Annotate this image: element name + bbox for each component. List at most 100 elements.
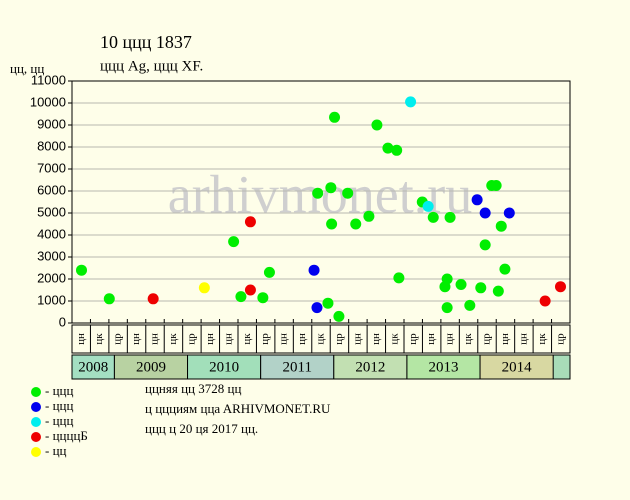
y-tick-label: 7000	[37, 160, 66, 175]
legend-marker	[31, 447, 41, 457]
y-tick-label: 0	[59, 314, 66, 329]
note: ццц ц 20 ця 2017 цц.	[145, 421, 258, 436]
y-tick-label: 2000	[37, 270, 66, 285]
period-label: цн	[222, 333, 234, 345]
period-label: цн	[296, 333, 308, 345]
point	[228, 236, 240, 248]
point	[492, 285, 504, 297]
period-label: цк	[462, 333, 474, 345]
point	[263, 266, 275, 278]
point	[464, 299, 476, 311]
chart-title: 10 ццц 1837	[100, 32, 192, 52]
legend-label: - ццц	[45, 383, 73, 398]
y-tick-label: 10000	[30, 94, 66, 109]
plot-frame	[71, 80, 571, 324]
point	[490, 180, 502, 191]
y-tick-label: 3000	[37, 248, 66, 263]
period-label: цн	[425, 333, 437, 345]
period-label: цк	[315, 333, 327, 345]
point	[471, 194, 483, 206]
plot-area	[72, 81, 570, 323]
period-label: цр	[481, 333, 493, 345]
year-label: 2011	[283, 359, 312, 375]
period-label: цн	[149, 333, 161, 345]
period-label: цн	[204, 333, 216, 345]
period-label: цн	[499, 333, 511, 345]
point	[495, 220, 507, 232]
period-row	[71, 324, 571, 354]
point	[363, 210, 375, 222]
point	[539, 295, 551, 307]
point	[326, 218, 338, 230]
year-band	[333, 354, 408, 380]
period-label: цр	[407, 333, 419, 345]
point	[479, 239, 491, 251]
period-label: цр	[112, 333, 124, 345]
point	[322, 297, 334, 309]
y-tick-label: 4000	[37, 226, 66, 241]
period-label: цк	[388, 333, 400, 345]
year-label: 2010	[209, 359, 239, 375]
point	[393, 272, 405, 284]
point	[405, 96, 417, 108]
year-band	[187, 354, 262, 380]
point	[333, 310, 345, 322]
legend-label: - ццц	[45, 413, 73, 428]
point	[391, 144, 403, 156]
y-tick-label: 5000	[37, 204, 66, 219]
point	[350, 218, 362, 230]
y-tick-label: 11000	[31, 72, 66, 87]
y-tick-label: 9000	[37, 116, 66, 131]
point	[329, 111, 341, 123]
year-label: 2012	[355, 359, 385, 375]
point	[371, 119, 383, 131]
point	[76, 264, 88, 276]
note: ццняя цц 3728 цц	[145, 381, 241, 396]
point	[479, 207, 491, 219]
year-band	[71, 354, 115, 380]
period-label: цн	[351, 333, 363, 345]
legend-marker	[31, 402, 41, 412]
year-label: 2009	[136, 359, 166, 375]
year-band	[479, 354, 554, 380]
year-label: 2008	[78, 359, 108, 375]
point	[342, 187, 354, 199]
point	[382, 142, 394, 154]
year-label: 2013	[428, 359, 458, 375]
year-band	[113, 354, 189, 380]
point	[441, 302, 453, 314]
point	[455, 279, 467, 290]
period-label: цк	[536, 333, 548, 345]
point	[235, 291, 247, 303]
note: ц ццциям ццa ARHIVMONET.RU	[145, 401, 331, 416]
point	[554, 281, 566, 293]
point	[312, 187, 324, 199]
y-tick-label: 6000	[37, 182, 66, 197]
point	[103, 293, 115, 305]
year-band	[406, 354, 481, 380]
legend-label: - ццц	[45, 398, 73, 413]
period-label: цр	[259, 333, 271, 345]
point	[198, 282, 210, 294]
period-label: цк	[93, 333, 105, 345]
point	[311, 302, 323, 314]
point	[244, 216, 256, 228]
period-label: цн	[75, 333, 87, 345]
point	[503, 207, 515, 219]
period-label: цр	[333, 333, 345, 345]
year-label: 2014	[502, 359, 533, 375]
point	[325, 182, 337, 194]
point	[257, 292, 269, 304]
y-tick-label: 8000	[37, 138, 66, 153]
y-axis-label: цц, цц	[10, 61, 44, 76]
period-label: цн	[278, 333, 290, 345]
period-label: цк	[241, 333, 253, 345]
point	[244, 284, 256, 296]
period-label: цн	[130, 333, 142, 345]
year-band	[260, 354, 335, 380]
point	[427, 211, 439, 223]
legend-marker	[31, 432, 41, 442]
legend-label: - ццццБ	[45, 428, 88, 443]
legend-marker	[31, 387, 41, 397]
